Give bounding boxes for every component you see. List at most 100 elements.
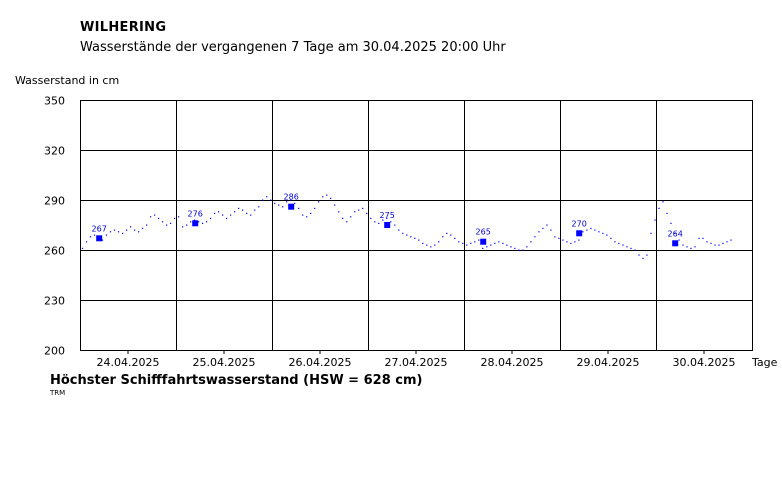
data-point	[518, 249, 520, 251]
data-point	[598, 231, 600, 233]
data-point	[438, 241, 440, 243]
data-point	[218, 211, 220, 213]
x-tick-label: 29.04.2025	[577, 356, 640, 369]
data-point	[702, 237, 704, 239]
day-marker	[672, 240, 679, 247]
data-point	[158, 217, 160, 219]
data-point	[450, 234, 452, 236]
data-point	[386, 217, 388, 219]
y-axis-label: Wasserstand in cm	[15, 74, 120, 87]
data-point	[634, 249, 636, 251]
data-point	[242, 209, 244, 211]
data-point	[230, 214, 232, 216]
data-point	[182, 226, 184, 228]
data-point	[574, 241, 576, 243]
data-point	[470, 242, 472, 244]
data-point	[362, 207, 364, 209]
day-marker-label: 276	[188, 209, 203, 218]
data-point	[658, 207, 660, 209]
data-point	[410, 236, 412, 238]
data-point	[406, 234, 408, 236]
data-point	[81, 247, 84, 249]
y-tick-label: 200	[44, 345, 65, 358]
data-point	[722, 242, 724, 244]
data-point	[422, 242, 424, 244]
data-point	[93, 234, 96, 236]
data-point	[414, 237, 416, 239]
y-tick-label: 350	[44, 95, 65, 108]
data-point	[674, 232, 676, 234]
data-point	[478, 239, 480, 241]
data-point	[202, 222, 204, 224]
data-point	[238, 207, 240, 209]
data-point	[342, 217, 344, 219]
day-marker-label: 286	[284, 193, 299, 202]
data-point	[398, 229, 400, 231]
day-marker	[96, 235, 103, 242]
data-point	[474, 241, 476, 243]
data-point	[105, 234, 108, 236]
data-point	[650, 232, 652, 234]
data-point	[550, 229, 552, 231]
data-point	[618, 242, 620, 244]
data-point	[330, 197, 332, 199]
source-label: TRM	[50, 389, 66, 397]
data-point	[326, 194, 328, 196]
data-point	[442, 236, 444, 238]
x-tick-label: 26.04.2025	[289, 356, 352, 369]
data-point	[546, 224, 548, 226]
data-point	[346, 221, 348, 223]
y-tick-label: 320	[44, 145, 65, 158]
data-point	[538, 231, 540, 233]
data-point	[698, 237, 700, 239]
data-point	[686, 246, 688, 248]
data-point	[622, 244, 624, 246]
x-tick-label: 27.04.2025	[385, 356, 448, 369]
data-point	[662, 201, 664, 203]
data-point	[642, 257, 644, 259]
day-marker	[384, 222, 391, 228]
data-point	[446, 232, 448, 234]
data-point	[138, 231, 140, 233]
data-point	[578, 239, 580, 241]
data-point	[498, 241, 500, 243]
x-tick-label: 25.04.2025	[193, 356, 256, 369]
data-point	[166, 224, 168, 226]
data-point	[294, 202, 296, 204]
data-point	[602, 232, 604, 234]
data-point	[378, 222, 380, 224]
y-tick-label: 290	[44, 195, 65, 208]
data-point	[226, 217, 228, 219]
data-point	[350, 216, 352, 218]
data-point	[614, 241, 616, 243]
data-point	[586, 229, 588, 231]
data-point	[466, 244, 468, 246]
y-tick-label: 260	[44, 245, 65, 258]
data-point	[170, 222, 172, 224]
day-marker-label: 270	[572, 219, 587, 228]
data-point	[286, 201, 288, 203]
chart-subtitle: Wasserstände der vergangenen 7 Tage am 3…	[80, 40, 506, 55]
data-point	[334, 204, 336, 206]
data-point	[690, 247, 692, 249]
x-tick-label: 24.04.2025	[97, 356, 160, 369]
data-point	[570, 242, 572, 244]
data-point	[370, 217, 372, 219]
data-point	[338, 211, 340, 213]
data-point	[322, 196, 324, 198]
data-point	[266, 196, 268, 198]
data-point	[426, 244, 428, 246]
data-point	[458, 241, 460, 243]
data-point	[85, 241, 88, 243]
data-point	[234, 211, 236, 213]
data-point	[306, 216, 308, 218]
data-point	[694, 246, 696, 248]
data-point	[718, 244, 720, 246]
x-tick-label: 30.04.2025	[673, 356, 736, 369]
data-point	[310, 212, 312, 214]
data-point	[530, 241, 532, 243]
data-point	[206, 221, 208, 223]
data-point	[462, 242, 464, 244]
data-point	[358, 209, 360, 211]
plot-frame	[80, 100, 753, 351]
